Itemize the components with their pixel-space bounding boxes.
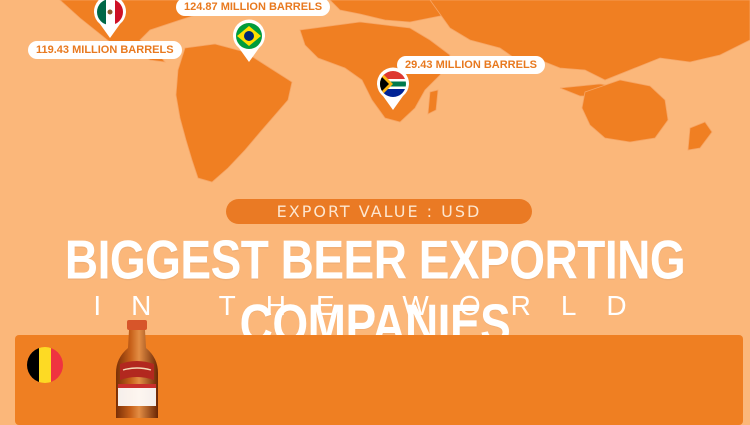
beer-bottle-icon [116, 320, 158, 418]
mexico-flag-icon [94, 0, 126, 38]
belgium-flag-icon [27, 347, 63, 383]
brazil-flag-icon [233, 19, 265, 62]
australia-land [581, 79, 669, 143]
export-value-subtitle: EXPORT VALUE : USD [226, 199, 532, 224]
south-africa-flag-icon [377, 67, 409, 110]
asia-land [429, 0, 750, 81]
world-map [59, 0, 750, 183]
madagascar-land [427, 89, 439, 115]
brazil-value-label: 124.87 MILLION BARRELS [176, 0, 331, 16]
new-zealand-land [687, 121, 713, 151]
africa-land [299, 21, 451, 123]
mexico-value-label: 119.43 MILLION BARRELS [28, 41, 182, 59]
south-america-land [175, 43, 293, 183]
south-africa-value-label: 29.43 MILLION BARRELS [397, 56, 546, 74]
page-subtitle: IN THE WORLD [93, 290, 657, 321]
